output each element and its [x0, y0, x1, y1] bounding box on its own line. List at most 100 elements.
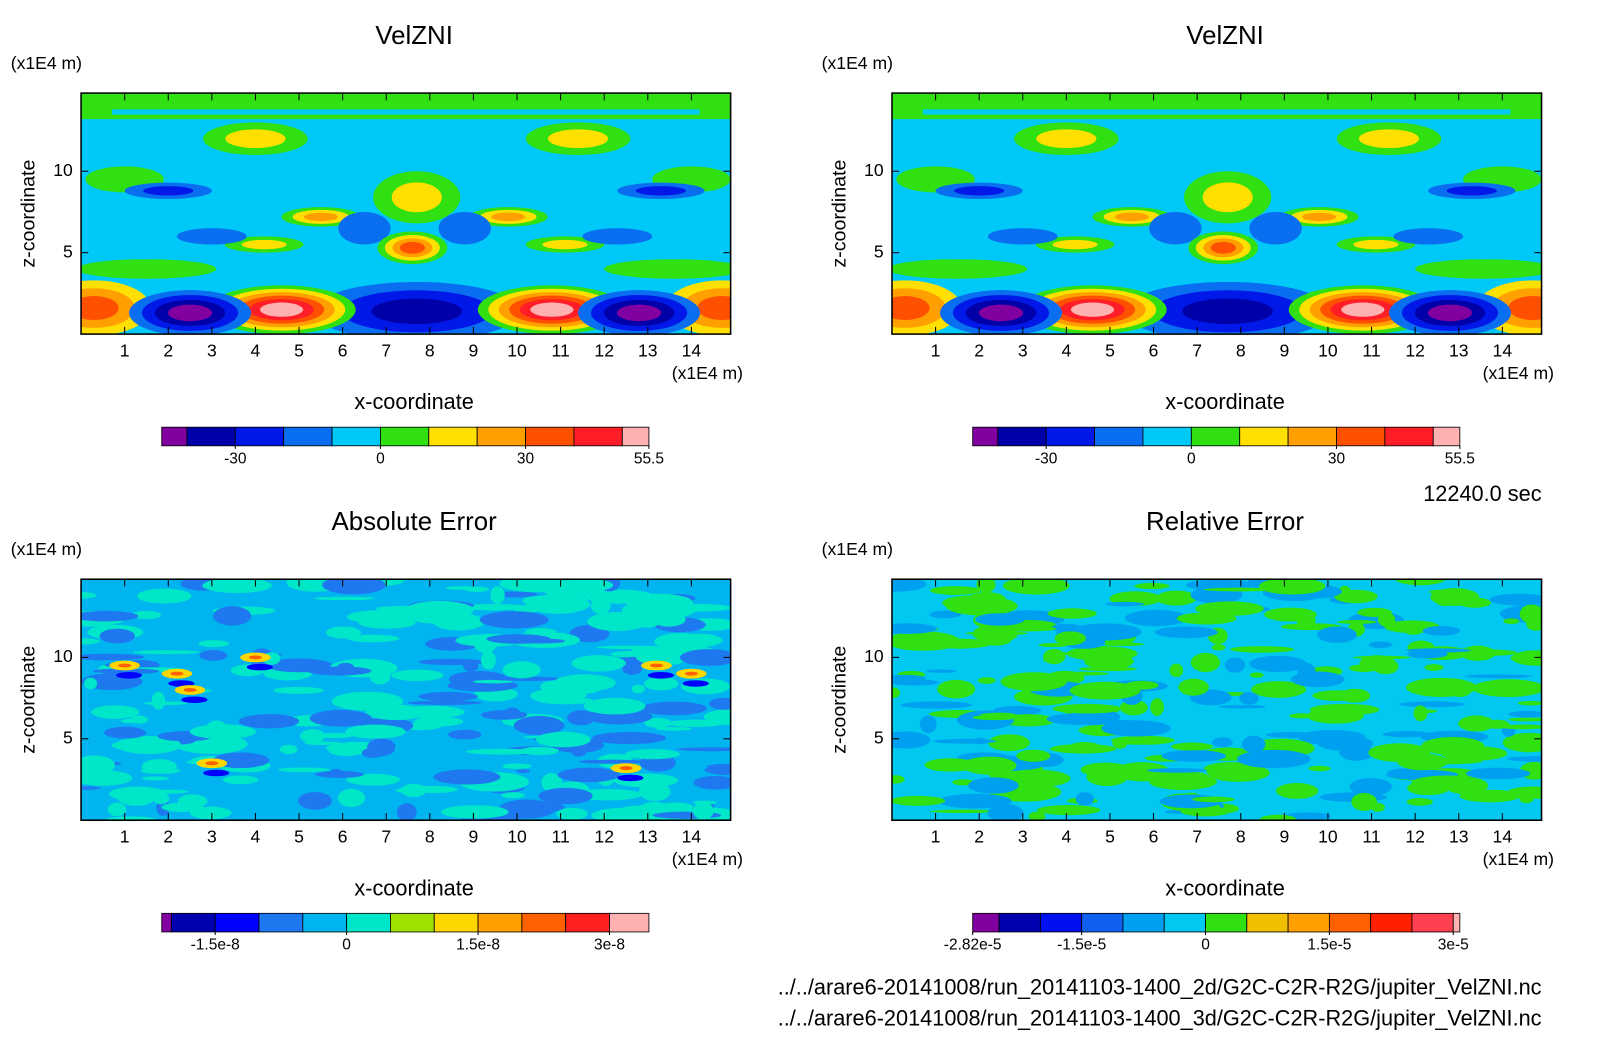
colorbar-segment: [161, 426, 188, 447]
contour-region: [919, 715, 937, 734]
x-tick-label: 14: [1493, 826, 1513, 846]
x-tick-label: 4: [251, 826, 261, 846]
x-tick-label: 9: [1279, 826, 1289, 846]
contour-region: [1503, 618, 1520, 625]
contour-region: [582, 228, 653, 245]
x-tick-label: 5: [294, 826, 304, 846]
contour-region: [1291, 671, 1345, 688]
contour-region: [107, 802, 127, 817]
x-tick-label: 4: [251, 340, 261, 360]
contour-region: [81, 591, 97, 599]
colorbar-tick-label: -30: [224, 450, 247, 467]
contour-region: [891, 674, 927, 683]
contour-region: [644, 718, 672, 728]
colorbar-segment: [998, 912, 1041, 933]
y-tick-label: 10: [53, 160, 73, 180]
contour-region: [465, 748, 537, 755]
contour-region: [440, 805, 509, 819]
colorbar-tick-label: 55.5: [634, 450, 664, 467]
colorbar-segment: [1163, 912, 1206, 933]
contour-region: [596, 645, 659, 650]
contour-region: [298, 792, 333, 810]
contour-region: [891, 259, 1028, 279]
contour-region: [1519, 793, 1534, 804]
colorbar-tick-label: 3e-8: [594, 936, 625, 953]
x-axis-label: x-coordinate: [354, 875, 474, 900]
contour-region: [473, 679, 514, 684]
contour-region: [501, 763, 532, 769]
contour-region: [1507, 756, 1542, 762]
y-axis-label: z-coordinate: [18, 159, 40, 267]
contour-region: [479, 611, 549, 629]
contour-region: [277, 767, 330, 773]
colorbar-segment: [477, 912, 523, 933]
contour-region: [143, 186, 194, 196]
contour-region: [396, 803, 417, 821]
contour-region: [433, 769, 501, 785]
contour-region: [322, 579, 386, 595]
contour-region: [167, 304, 213, 322]
contour-region: [300, 729, 326, 743]
contour-region: [660, 603, 731, 612]
contour-region: [1149, 211, 1202, 245]
contour-region: [1317, 626, 1357, 643]
plot-frame: [80, 92, 732, 335]
contour-region: [1530, 606, 1542, 620]
contour-region: [1341, 302, 1385, 317]
x-unit: (x1E4 m): [672, 363, 743, 383]
contour-region: [1111, 735, 1175, 745]
x-tick-label: 9: [469, 826, 479, 846]
contour-region: [571, 655, 626, 672]
colorbar-tick-label: -2.82e-5: [944, 936, 1002, 953]
contour-region: [83, 677, 98, 690]
contour-region: [975, 613, 1025, 626]
x-tick-label: 2: [163, 340, 173, 360]
contour-region: [181, 696, 208, 703]
x-tick-label: 3: [1018, 340, 1028, 360]
contour-field: [891, 93, 1542, 335]
x-axis-label: x-coordinate: [1165, 875, 1285, 900]
contour-region: [1052, 239, 1098, 250]
contour-region: [1124, 680, 1159, 690]
contour-region: [490, 586, 505, 604]
x-tick-label: 7: [381, 340, 391, 360]
contour-region: [338, 211, 391, 245]
contour-region: [1002, 579, 1070, 595]
contour-region: [81, 93, 731, 120]
x-tick-label: 6: [1149, 340, 1159, 360]
contour-region: [616, 304, 662, 322]
contour-region: [131, 610, 162, 620]
colorbar-segment: [1452, 912, 1461, 933]
x-tick-label: 3: [207, 826, 217, 846]
contour-region: [1171, 742, 1214, 751]
contour-region: [1161, 750, 1226, 762]
contour-region: [1049, 744, 1117, 754]
contour-region: [1105, 601, 1145, 607]
contour-region: [303, 212, 338, 222]
contour-region: [891, 579, 927, 592]
y-unit: (x1E4 m): [11, 539, 82, 559]
contour-region: [445, 586, 478, 590]
contour-region: [141, 776, 170, 781]
contour-region: [1427, 304, 1473, 322]
x-tick-label: 11: [551, 340, 569, 360]
contour-region: [1526, 617, 1542, 631]
y-unit: (x1E4 m): [822, 53, 893, 73]
colorbar-segment: [1411, 912, 1454, 933]
contour-region: [1472, 679, 1542, 697]
colorbar-segment: [1081, 912, 1124, 933]
x-tick-label: 1: [120, 340, 130, 360]
contour-region: [325, 626, 362, 639]
contour-region: [1406, 798, 1433, 806]
contour-region: [199, 650, 228, 661]
x-axis-label: x-coordinate: [354, 389, 474, 414]
colorbar-segment: [1205, 912, 1248, 933]
x-tick-label: 2: [974, 340, 984, 360]
colorbar-segment: [331, 426, 381, 447]
contour-region: [222, 775, 259, 785]
contour-region: [1078, 666, 1138, 672]
contour-region: [480, 650, 496, 670]
contour-region: [118, 663, 132, 668]
contour-region: [1237, 749, 1311, 769]
